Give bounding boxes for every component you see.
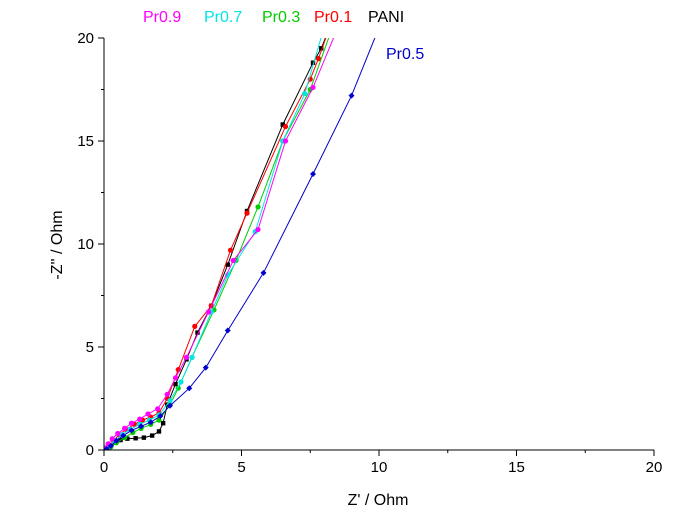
- data-point: [104, 445, 110, 450]
- data-point: [145, 411, 151, 417]
- data-point: [137, 416, 143, 422]
- legend-top: Pr0.9 Pr0.7 Pr0.3 Pr0.1 PANI: [143, 9, 404, 26]
- data-point: [186, 385, 193, 392]
- data-point: [310, 170, 316, 177]
- data-point: [173, 381, 178, 387]
- data-point: [109, 436, 115, 442]
- series-line: [106, 38, 330, 450]
- y-tick-label: 15: [77, 133, 94, 150]
- legend-right: Pr0.5: [386, 46, 424, 63]
- data-point: [202, 364, 209, 371]
- series-line: [106, 38, 322, 450]
- data-point: [113, 437, 120, 444]
- series-pr0-1: [104, 38, 327, 450]
- data-point: [172, 375, 179, 381]
- data-point: [107, 442, 114, 449]
- series-pr0-7: [104, 38, 322, 450]
- y-axis-title: -Z'' / Ohm: [49, 210, 66, 279]
- series-pr0-5: [104, 38, 376, 450]
- data-point: [227, 247, 234, 253]
- data-point: [195, 330, 200, 335]
- series-pani: [105, 26, 331, 450]
- data-point: [115, 430, 121, 437]
- data-point: [155, 406, 161, 412]
- x-tick-label: 20: [646, 459, 663, 476]
- data-point: [282, 138, 289, 144]
- data-point: [282, 123, 289, 130]
- data-point: [122, 425, 128, 431]
- legend-item-pr0-1: Pr0.1: [314, 9, 352, 26]
- data-point: [125, 436, 130, 441]
- data-point: [167, 402, 173, 409]
- y-tick-label: 5: [86, 339, 94, 356]
- data-point: [133, 436, 138, 441]
- data-point: [230, 257, 236, 264]
- legend-item-pr0-5: Pr0.5: [386, 46, 424, 63]
- data-point: [167, 397, 173, 404]
- y-tick-label: 0: [86, 442, 94, 459]
- plot-area: [104, 26, 376, 450]
- data-point: [147, 419, 154, 426]
- x-tick-label: 0: [100, 459, 108, 476]
- series-line: [106, 38, 326, 450]
- data-point: [138, 423, 145, 430]
- data-point: [255, 226, 261, 233]
- data-point: [225, 262, 230, 267]
- series-line: [106, 38, 376, 450]
- legend-item-pr0-7: Pr0.7: [204, 9, 242, 26]
- series-line: [104, 38, 335, 449]
- data-point: [255, 204, 261, 210]
- data-point: [302, 91, 308, 97]
- data-point: [156, 429, 162, 434]
- series-line: [106, 38, 327, 450]
- data-point: [164, 391, 170, 397]
- data-point: [192, 323, 198, 329]
- x-tick-label: 10: [371, 459, 388, 476]
- data-point: [310, 60, 316, 65]
- data-point: [189, 354, 195, 360]
- data-point: [141, 435, 147, 440]
- data-point: [160, 421, 166, 426]
- data-point: [224, 327, 231, 334]
- data-point: [260, 269, 267, 276]
- data-point: [244, 210, 250, 216]
- y-axis: 0 5 10 15 20: [77, 30, 105, 459]
- data-point: [348, 92, 355, 99]
- series-pr0-9: [104, 38, 335, 450]
- data-point: [178, 379, 184, 385]
- x-axis: 0 5 10 15 20: [100, 449, 663, 476]
- x-tick-label: 5: [237, 459, 245, 476]
- data-point: [310, 84, 316, 91]
- legend-item-pr0-3: Pr0.3: [262, 9, 300, 26]
- legend-item-pani: PANI: [368, 9, 404, 26]
- data-point: [149, 433, 155, 438]
- data-point: [315, 56, 322, 62]
- data-point: [327, 26, 331, 30]
- data-point: [280, 122, 285, 127]
- y-tick-label: 20: [77, 30, 94, 47]
- data-point: [183, 354, 190, 360]
- y-tick-label: 10: [77, 236, 94, 253]
- legend-item-pr0-9: Pr0.9: [143, 9, 181, 26]
- data-point: [205, 309, 212, 315]
- data-point: [319, 46, 324, 51]
- data-point: [157, 413, 164, 420]
- x-tick-label: 15: [508, 459, 525, 476]
- data-point: [120, 432, 127, 439]
- x-axis-title: Z' / Ohm: [348, 492, 409, 509]
- data-point: [128, 427, 135, 434]
- data-point: [128, 420, 135, 426]
